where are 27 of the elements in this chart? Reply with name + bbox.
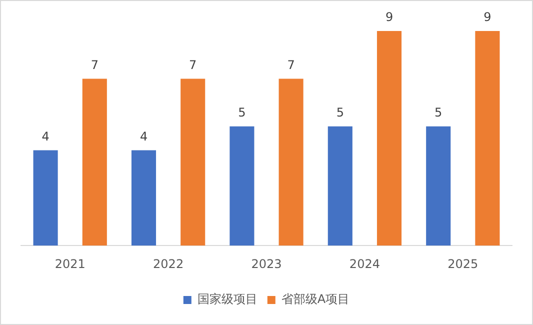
bar bbox=[475, 31, 500, 246]
bar bbox=[426, 126, 451, 246]
bar bbox=[180, 78, 206, 246]
bar bbox=[33, 150, 58, 246]
data-label: 9 bbox=[484, 10, 492, 24]
data-label: 5 bbox=[336, 106, 344, 120]
bar bbox=[230, 126, 254, 246]
bar bbox=[328, 126, 352, 246]
bar bbox=[82, 78, 107, 246]
x-tick-label: 2022 bbox=[153, 256, 184, 271]
data-label: 5 bbox=[434, 106, 442, 120]
bar bbox=[376, 31, 402, 246]
x-tick-label: 2025 bbox=[448, 256, 478, 271]
data-label: 4 bbox=[42, 129, 50, 144]
data-label: 7 bbox=[189, 58, 197, 72]
bar bbox=[278, 78, 304, 246]
x-tick-label: 2023 bbox=[251, 256, 282, 271]
data-label: 5 bbox=[238, 106, 246, 120]
data-label: 4 bbox=[140, 129, 148, 144]
x-tick-label: 2021 bbox=[54, 256, 86, 271]
bar bbox=[131, 150, 156, 246]
data-label: 9 bbox=[385, 10, 394, 24]
legend-label: 国家级项目 bbox=[197, 292, 258, 306]
legend-label: 省部级A项目 bbox=[281, 292, 350, 306]
x-tick-label: 2024 bbox=[349, 256, 380, 271]
data-label: 7 bbox=[90, 58, 98, 72]
data-label: 7 bbox=[287, 58, 295, 72]
